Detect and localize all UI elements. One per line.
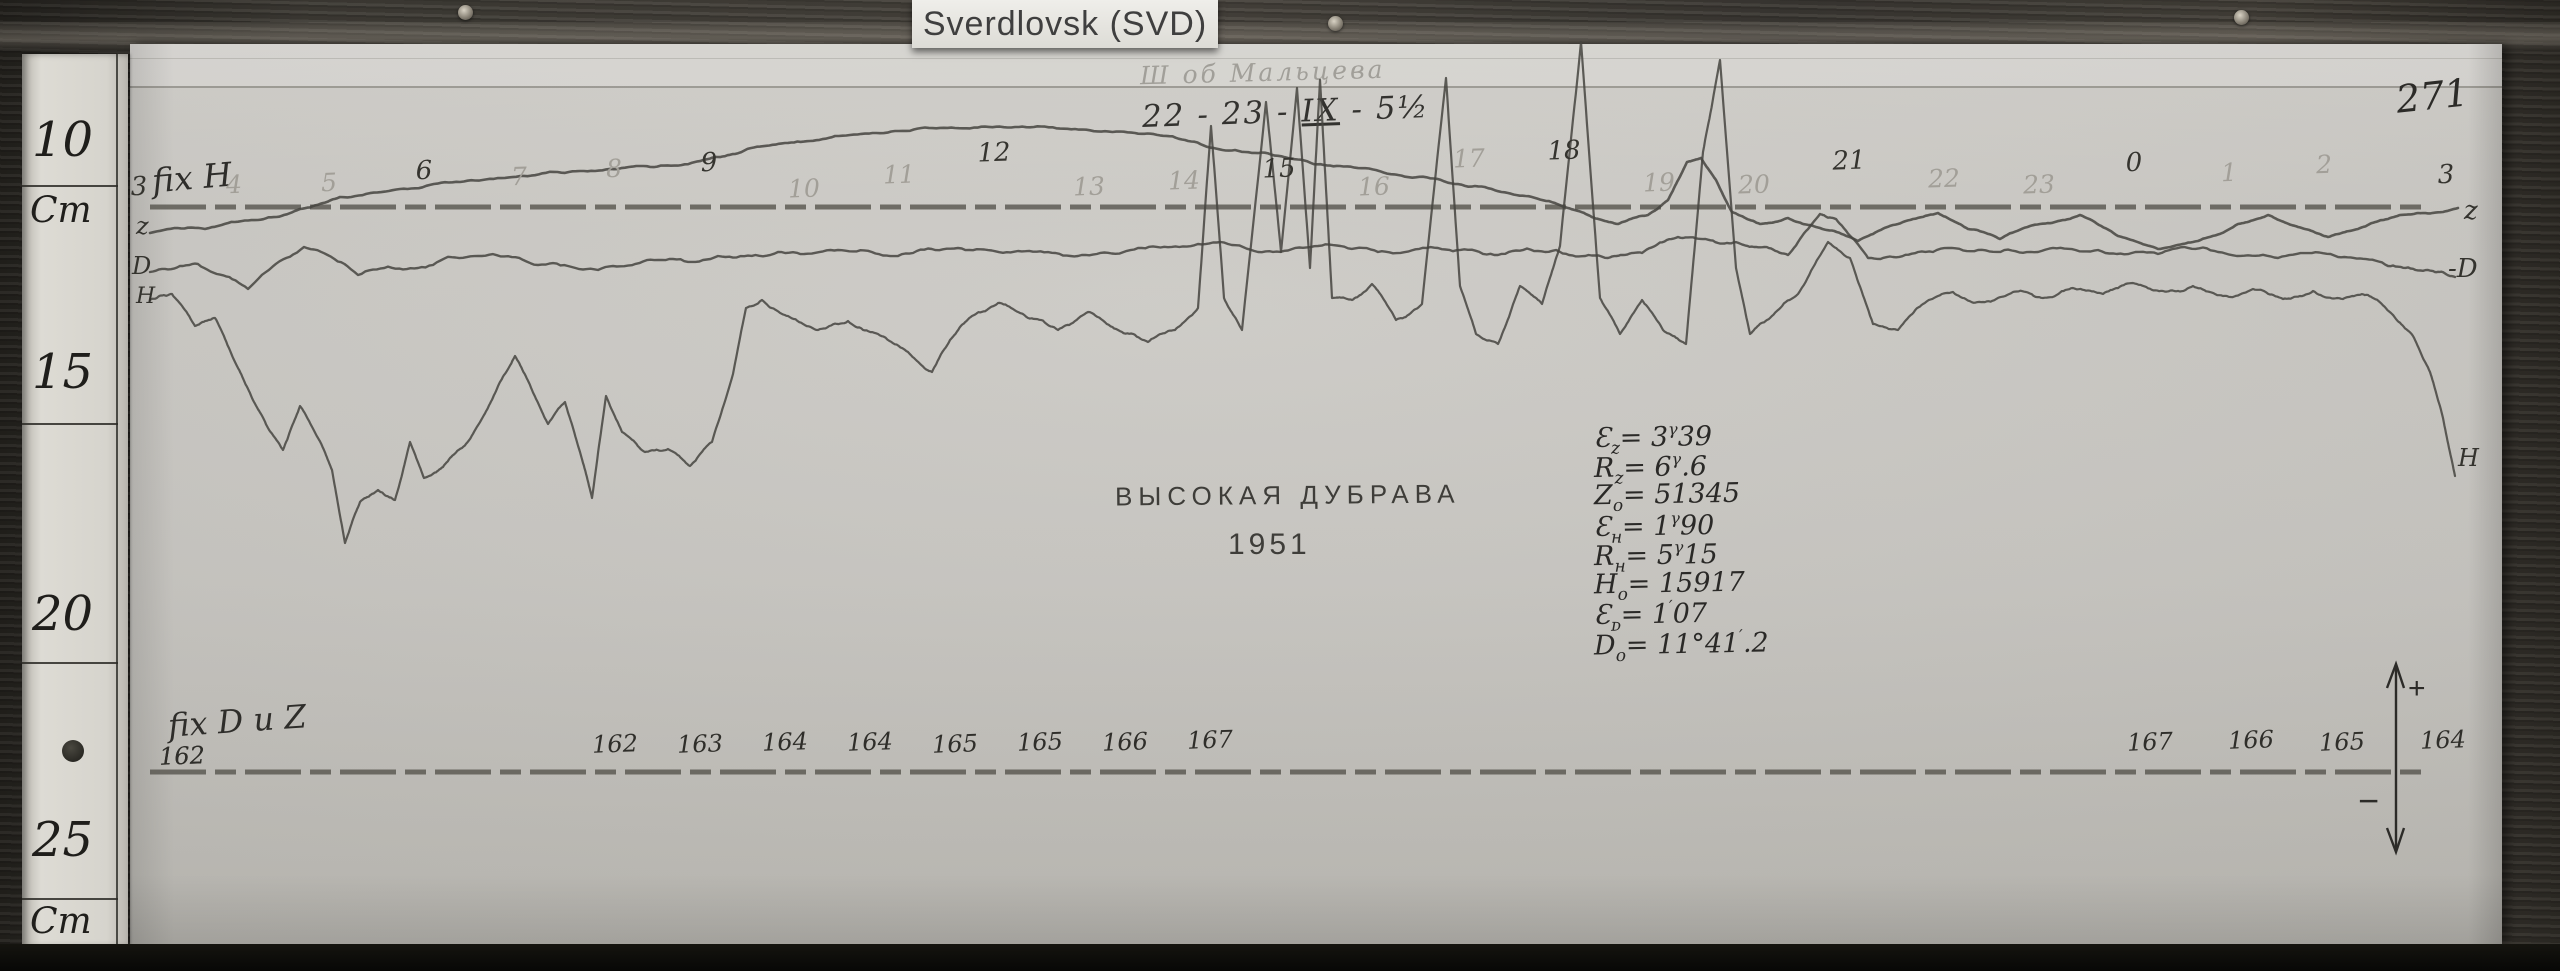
ruler-unit-label: Ст <box>30 190 92 231</box>
trace-label-H: H <box>136 284 156 309</box>
hour-label-13: 13 <box>1072 171 1106 202</box>
hour-label-4: 4 <box>225 169 243 200</box>
constant-subscript: o <box>1615 645 1627 666</box>
constant-superscript: γ <box>1667 419 1678 439</box>
hour-label-1: 1 <box>2220 157 2238 188</box>
hour-label-5: 5 <box>320 167 338 198</box>
constant-symbol: R <box>1593 540 1615 573</box>
constant-symbol: H <box>1593 568 1618 600</box>
ruler-cm-line <box>22 423 118 425</box>
screw-icon <box>2234 10 2249 25</box>
hour-label-0: 0 <box>2125 147 2143 179</box>
hour-label-10: 10 <box>787 173 821 204</box>
baseline-scale-number: 164 <box>846 727 894 757</box>
hour-label-12: 12 <box>976 137 1012 169</box>
hour-label-18: 18 <box>1546 135 1582 167</box>
baseline-scale-number: 166 <box>2227 725 2275 755</box>
hour-label-9: 9 <box>700 147 718 179</box>
station-tag-label: Sverdlovsk (SVD) <box>922 4 1208 43</box>
hour-label-14: 14 <box>1167 165 1201 196</box>
hour-label-3: 3 <box>2437 159 2455 191</box>
baseline-scale-number: 162 <box>591 729 639 759</box>
trace-label-z: z <box>2464 196 2478 226</box>
hour-label-23: 23 <box>2022 169 2056 200</box>
baseline-scale-number: 164 <box>761 727 809 757</box>
hour-label-17: 17 <box>1452 143 1486 174</box>
trace-label--D: -D <box>2448 254 2478 284</box>
baseline-scale-number: 167 <box>1186 725 1234 755</box>
ruler-frame-line <box>116 54 118 947</box>
baseline-scale-number: 166 <box>1101 727 1149 757</box>
station-tag: Sverdlovsk (SVD) <box>912 0 1218 48</box>
screw-icon <box>458 5 473 20</box>
baseline-scale-number: 165 <box>2318 727 2366 757</box>
hour-label-21: 21 <box>1831 145 1867 177</box>
ruler-number: 25 <box>32 812 94 868</box>
ruler-cm-line <box>22 185 118 187</box>
trace-label-z: z <box>136 212 149 240</box>
ruler-number: 20 <box>32 586 94 642</box>
baseline-scale-number: 167 <box>2126 727 2174 757</box>
constant-value: 07 <box>1672 598 1708 630</box>
constant-value: 39 <box>1677 420 1713 453</box>
hour-label-11: 11 <box>882 159 916 190</box>
screw-icon <box>1328 16 1343 31</box>
constant-value: 15 <box>1683 538 1719 571</box>
ruler-cm-line <box>22 898 118 900</box>
constant-value: = 5 <box>1625 539 1675 572</box>
baseline-scale-number: 165 <box>1016 727 1064 757</box>
ruler-number: 15 <box>32 344 94 400</box>
ruler-cm-line <box>22 662 118 664</box>
table-shadow-strip <box>0 944 2560 971</box>
polarity-minus-sign: − <box>2358 780 2380 821</box>
ruler-unit-label: Ст <box>30 901 92 942</box>
ruler-hole-dot <box>62 740 84 762</box>
hour-label-8: 8 <box>605 153 623 184</box>
constant-value: = 51345 <box>1622 477 1741 511</box>
hour-label-19: 19 <box>1642 167 1676 198</box>
hour-label-15: 15 <box>1261 153 1297 185</box>
baseline-scale-number: 165 <box>931 729 979 759</box>
ruler-number: 10 <box>32 112 94 168</box>
paper-edge-shade <box>130 874 2502 944</box>
constant-superscript: γ <box>1670 508 1680 528</box>
constant-symbol: D <box>1593 629 1616 662</box>
trace-label-H: H <box>2458 444 2479 472</box>
constant-value: .2 <box>1742 626 1769 659</box>
fix-dz-baseline-value: 162 <box>158 741 206 771</box>
trace-label-D: D <box>132 252 152 280</box>
hour-label-2: 2 <box>2315 149 2333 180</box>
constant-symbol: Ɛ <box>1593 422 1612 455</box>
hour-label-6: 6 <box>415 155 433 187</box>
constant-line: Do= 11°41′.2 <box>1594 625 1769 666</box>
constant-symbol: Z <box>1593 479 1614 512</box>
cm-ruler: 10 Ст 15 20 25 Ст <box>22 54 128 947</box>
constant-value: = 11°41 <box>1625 627 1740 661</box>
hour-label-20: 20 <box>1737 169 1771 200</box>
constant-symbol: R <box>1593 452 1615 484</box>
constant-value: = 15917 <box>1627 566 1746 600</box>
constant-value: .6 <box>1680 450 1708 482</box>
hour-label-3: 3 <box>130 171 148 203</box>
hour-label-16: 16 <box>1357 171 1391 202</box>
polarity-plus-sign: + <box>2408 672 2426 705</box>
paper-edge-shade <box>2468 44 2502 944</box>
baseline-scale-number: 163 <box>676 729 724 759</box>
constant-superscript: γ <box>1673 537 1684 557</box>
constant-value: = 1 <box>1620 598 1670 631</box>
baseline-scale-number: 164 <box>2419 725 2467 755</box>
hour-label-22: 22 <box>1927 163 1961 194</box>
constant-symbol: Ɛ <box>1593 599 1612 631</box>
hour-label-7: 7 <box>510 161 528 192</box>
